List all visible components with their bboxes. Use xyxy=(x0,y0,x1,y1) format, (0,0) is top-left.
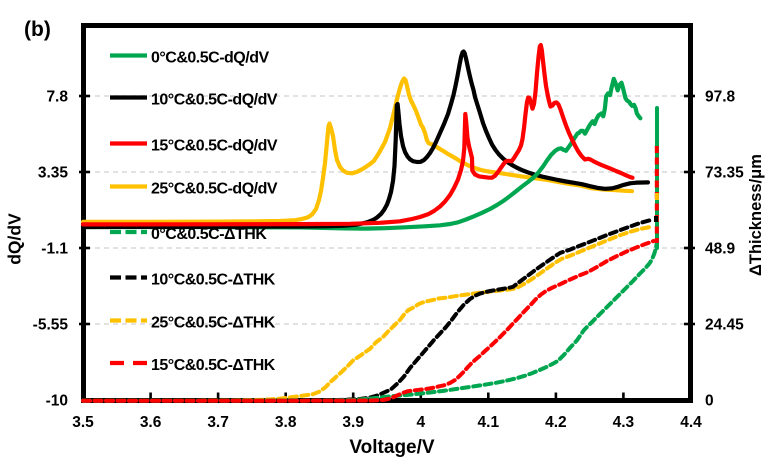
svg-text:15°C&0.5C-dQ/dV: 15°C&0.5C-dQ/dV xyxy=(151,138,278,155)
svg-text:Voltage/V: Voltage/V xyxy=(349,437,434,458)
svg-text:0°C&0.5C-dQ/dV: 0°C&0.5C-dQ/dV xyxy=(151,50,269,67)
svg-text:0°C&0.5C-ΔTHK: 0°C&0.5C-ΔTHK xyxy=(151,226,267,243)
svg-text:dQ/dV: dQ/dV xyxy=(5,213,25,265)
svg-text:-1.1: -1.1 xyxy=(41,241,68,258)
svg-text:24.45: 24.45 xyxy=(705,317,744,334)
svg-text:(b): (b) xyxy=(24,18,51,41)
svg-text:4.2: 4.2 xyxy=(545,414,567,431)
svg-text:48.9: 48.9 xyxy=(705,241,736,258)
svg-text:-5.55: -5.55 xyxy=(33,317,69,334)
svg-text:10°C&0.5C-ΔTHK: 10°C&0.5C-ΔTHK xyxy=(151,272,276,289)
svg-text:10°C&0.5C-dQ/dV: 10°C&0.5C-dQ/dV xyxy=(151,92,278,109)
svg-text:3.5: 3.5 xyxy=(72,414,94,431)
svg-text:3.35: 3.35 xyxy=(38,165,69,182)
svg-text:97.8: 97.8 xyxy=(705,89,736,106)
svg-text:-10: -10 xyxy=(46,393,68,410)
svg-text:7.8: 7.8 xyxy=(46,89,68,106)
svg-text:ΔThickness/μm: ΔThickness/μm xyxy=(747,154,765,276)
svg-text:4.3: 4.3 xyxy=(613,414,635,431)
svg-text:3.6: 3.6 xyxy=(140,414,162,431)
svg-text:4: 4 xyxy=(416,414,425,431)
svg-text:4.1: 4.1 xyxy=(478,414,500,431)
svg-text:73.35: 73.35 xyxy=(705,165,744,182)
svg-text:3.8: 3.8 xyxy=(275,414,297,431)
svg-text:0: 0 xyxy=(705,393,714,410)
svg-text:25°C&0.5C-ΔTHK: 25°C&0.5C-ΔTHK xyxy=(151,315,276,332)
svg-text:4.4: 4.4 xyxy=(680,414,702,431)
svg-text:25°C&0.5C-dQ/dV: 25°C&0.5C-dQ/dV xyxy=(151,181,278,198)
svg-text:15°C&0.5C-ΔTHK: 15°C&0.5C-ΔTHK xyxy=(151,357,276,374)
svg-text:3.7: 3.7 xyxy=(207,414,229,431)
svg-text:3.9: 3.9 xyxy=(342,414,364,431)
